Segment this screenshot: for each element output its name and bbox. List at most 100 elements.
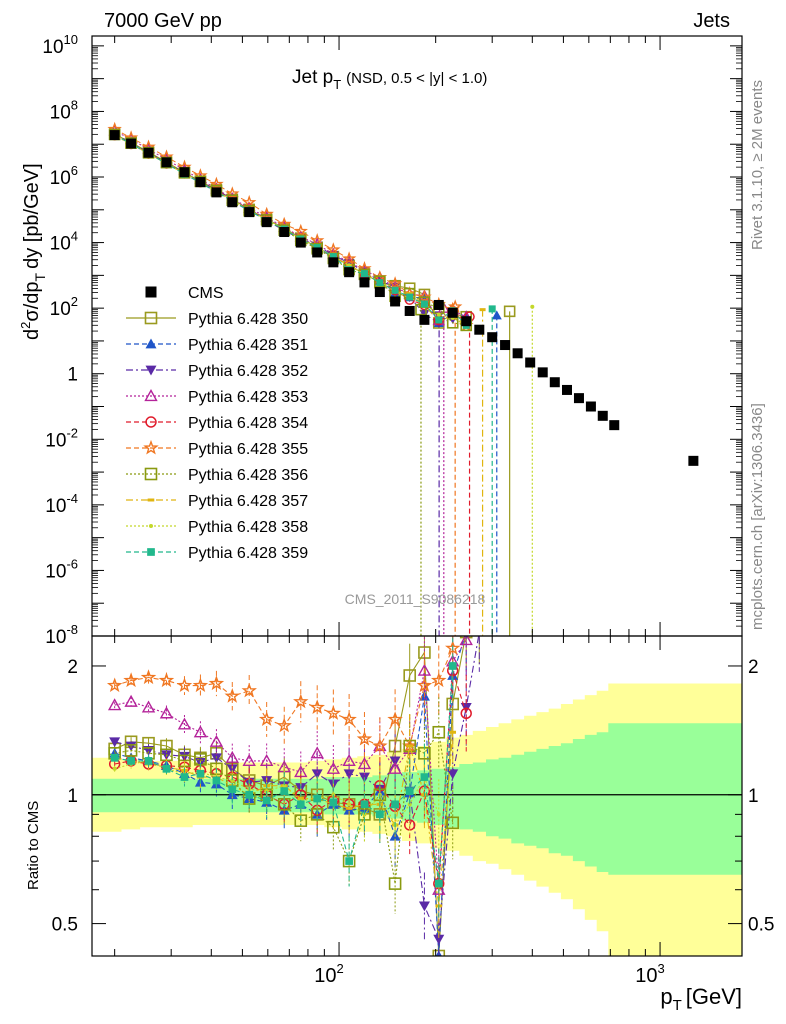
legend-label: Pythia 6.428 355 (188, 441, 308, 458)
mc-point (242, 194, 257, 209)
cms-data-point (390, 296, 401, 307)
ratio-point (230, 778, 235, 783)
ratio-point (388, 877, 402, 890)
mc-point (387, 276, 403, 290)
y-tick-exponent: -4 (66, 491, 78, 506)
legend-label: CMS (188, 285, 224, 302)
chart-title-main: Jet p (292, 67, 333, 88)
ratio-y-tick-label-right: 2 (748, 657, 759, 678)
y-tick-exponent: 10 (64, 32, 78, 47)
chart-title: Jet pT (NSD, 0.5 < |y| < 1.0) (292, 67, 487, 92)
ratio-point (212, 776, 221, 785)
ratio-point (176, 677, 193, 693)
cms-data-point (374, 287, 385, 298)
ratio-point (446, 816, 460, 830)
ratio-point (224, 688, 241, 703)
legend-entry: CMS (145, 285, 224, 302)
ratio-point (180, 773, 189, 781)
cms-data-point (344, 267, 355, 278)
cms-data-point (585, 401, 596, 412)
cms-data-point (573, 393, 584, 404)
cms-data-point (126, 138, 137, 149)
legend-label: Pythia 6.428 352 (188, 363, 308, 380)
ratio-point (326, 761, 341, 774)
mc-point (417, 289, 432, 304)
legend-entry: Pythia 6.428 355 (126, 439, 308, 458)
y-tick-label: 102 (50, 294, 78, 320)
y-tick-base: 10 (45, 627, 66, 648)
ratio-y-tick-label-right: 0.5 (748, 915, 774, 936)
analysis-watermark: CMS_2011_S9086218 (345, 591, 486, 607)
ratio-series-359 (110, 636, 457, 919)
y-tick-label: 104 (50, 229, 78, 255)
ratio-point (311, 769, 323, 780)
y-tick-label: 1 (67, 365, 78, 386)
x-tick-exponent: 3 (658, 961, 665, 976)
ratio-point (310, 746, 324, 759)
side-label-top: Rivet 3.1.10, ≥ 2M events (749, 80, 766, 250)
mc-point (360, 270, 368, 278)
ratio-point (109, 737, 121, 748)
ratio-point (343, 769, 355, 780)
ratio-point (432, 882, 446, 895)
y-tick-base: 10 (45, 430, 66, 451)
ratio-point (242, 753, 256, 767)
ratio-line (114, 636, 466, 956)
ratio-point (112, 766, 117, 771)
cms-data-point (474, 324, 485, 335)
y-tick-label: 10-8 (45, 622, 78, 648)
ratio-point (228, 785, 237, 794)
ratio-point (144, 757, 153, 765)
ratio-point (449, 730, 457, 734)
legend-label: Pythia 6.428 351 (188, 337, 308, 354)
legend: CMS Pythia 6.428 350 Pythia 6.428 351 Pythi… (126, 285, 308, 562)
mc-point (293, 223, 308, 238)
ratio-point (387, 711, 403, 726)
ratio-point (444, 640, 461, 655)
ratio-point (357, 757, 372, 770)
y-axis-label-part: dy [pb/GeV] (21, 163, 43, 269)
legend-entry: Pythia 6.428 353 (126, 389, 308, 406)
mc-last-point (530, 304, 535, 309)
legend-marker (145, 286, 157, 298)
ratio-plot-frame (91, 635, 743, 957)
ratio-y-tick-label: 2 (67, 657, 78, 678)
cms-data-point (211, 187, 222, 198)
mc-point (391, 286, 399, 294)
x-axis-label: pT [GeV] (660, 984, 742, 1014)
cms-data-point (179, 167, 190, 178)
cms-data-series (109, 130, 699, 466)
cms-data-point (512, 348, 523, 359)
x-tick-base: 10 (635, 965, 657, 987)
y-tick-label: 10-4 (45, 491, 78, 517)
ratio-point (416, 677, 433, 693)
y-axis-label-part: T (32, 272, 48, 281)
ratio-point (403, 669, 416, 682)
ratio-point (345, 857, 353, 865)
legend-marker (147, 548, 155, 556)
ratio-point (241, 682, 257, 698)
cms-data-point (161, 157, 172, 168)
y-tick-exponent: -2 (66, 425, 78, 440)
ratio-line (114, 648, 454, 748)
ratio-point (196, 769, 205, 778)
y-tick-exponent: 8 (71, 97, 78, 112)
ratio-point (313, 794, 322, 803)
ratio-point (209, 734, 224, 747)
y-tick-exponent: 4 (71, 229, 78, 244)
cms-data-point (561, 384, 572, 395)
ratio-point (375, 810, 384, 819)
ratio-plot-content (92, 636, 742, 956)
legend-entry: Pythia 6.428 357 (126, 493, 308, 510)
ratio-point (433, 934, 445, 945)
y-tick-exponent: 2 (71, 294, 78, 309)
legend-entry: Pythia 6.428 350 (126, 311, 308, 328)
ratio-y-tick-label: 0.5 (52, 915, 78, 936)
ratio-point (389, 756, 401, 767)
ratio-point (124, 694, 138, 707)
ratio-point (430, 672, 447, 688)
ratio-point (342, 753, 356, 767)
cms-data-point (500, 340, 511, 351)
chart-title-extra: (NSD, 0.5 < |y| < 1.0) (346, 70, 487, 87)
y-tick-base: 10 (50, 299, 71, 320)
